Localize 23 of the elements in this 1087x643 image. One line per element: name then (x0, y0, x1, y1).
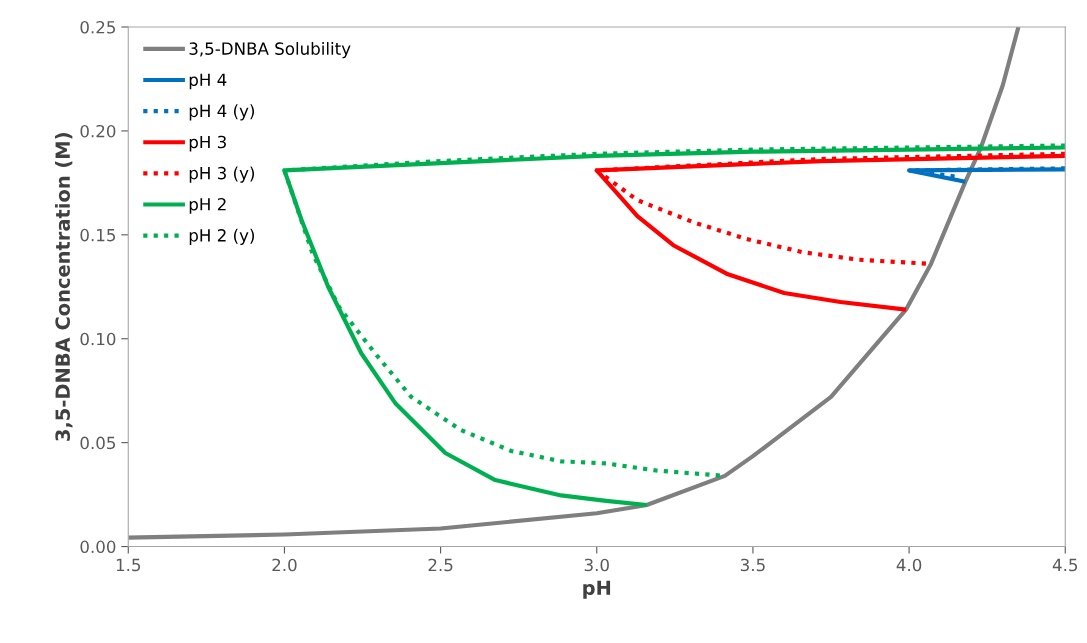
x-tick-label: 4.5 (1052, 558, 1078, 572)
y-tick-label: 0.15 (80, 228, 116, 242)
y-axis-title: 3,5-DNBA Concentration (M) (54, 133, 73, 441)
legend-label: pH 3 (189, 135, 226, 152)
y-tick-label: 0.25 (80, 20, 116, 34)
legend-label: pH 3 (y) (189, 166, 255, 183)
legend-label: pH 4 (189, 73, 227, 90)
y-tick-label: 0.20 (80, 124, 116, 138)
y-tick-label: 0.00 (80, 540, 116, 554)
legend-label: 3,5-DNBA Solubility (189, 42, 351, 59)
x-tick-label: 4.0 (896, 558, 922, 572)
x-tick-label: 2.5 (428, 558, 453, 572)
x-axis-title: pH (583, 580, 611, 599)
x-tick-label: 3.5 (740, 558, 765, 572)
x-tick-label: 3.0 (584, 558, 609, 572)
x-tick-label: 2.0 (272, 558, 297, 572)
y-tick-label: 0.05 (80, 436, 116, 450)
x-tick-label: 1.5 (116, 558, 141, 572)
legend-label: pH 2 (189, 197, 226, 214)
legend-label: pH 2 (y) (189, 228, 255, 245)
line-series (128, 27, 1021, 540)
legend-label: pH 4 (y) (189, 104, 255, 121)
y-tick-label: 0.10 (80, 332, 116, 346)
